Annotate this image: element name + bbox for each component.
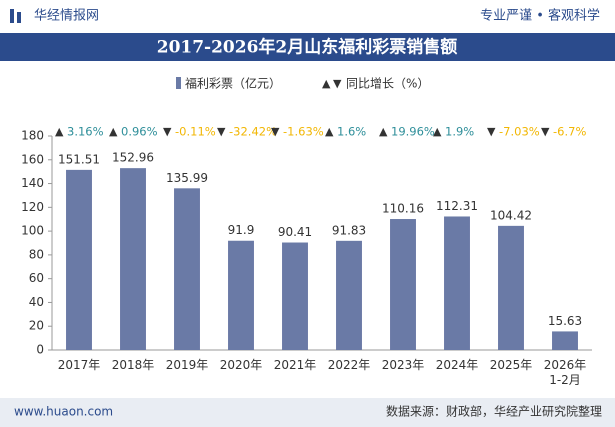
growth-marker: ▼ [163,125,172,138]
legend-label: 福利彩票（亿元） [185,76,281,91]
bar-value-label: 110.16 [382,202,424,216]
growth-label: -0.11% [175,125,216,139]
x-tick-label: 2020年 [219,358,263,372]
x-tick-label: 2023年 [381,358,425,372]
bar-value-label: 112.31 [436,199,478,213]
y-tick-label: 120 [21,200,44,214]
bar [120,168,146,350]
growth-label: 3.16% [67,125,104,139]
y-tick-label: 100 [21,224,44,238]
bar-value-label: 135.99 [166,171,208,185]
chart-title: 2017-2026年2月山东福利彩票销售额 [157,37,458,58]
y-tick-label: 160 [21,152,44,166]
y-tick-label: 40 [29,295,44,309]
logo [10,9,14,23]
footer-url: www.huaon.com [14,405,113,419]
y-tick-label: 140 [21,176,44,190]
bar-value-label: 104.42 [490,208,532,222]
x-tick-label: 2018年 [111,358,155,372]
growth-label: 19.96% [391,125,435,139]
x-tick-label: 2021年 [273,358,317,372]
x-tick-label: 2025年 [489,358,533,372]
y-tick-label: 180 [21,129,44,143]
footer-source: 数据来源：财政部，华经产业研究院整理 [386,404,602,419]
growth-marker: ▼ [541,125,550,138]
legend-marker: ▼ [333,77,342,90]
growth-marker: ▲ [109,125,118,138]
growth-marker: ▲ [55,125,64,138]
bar-value-label: 91.83 [332,223,366,237]
bar [282,242,308,350]
footer-bar [0,398,615,427]
growth-marker: ▼ [487,125,496,138]
y-tick-label: 0 [36,343,44,357]
bar [390,219,416,350]
growth-marker: ▼ [217,125,226,138]
bar-value-label: 152.96 [112,151,154,165]
slogan: 专业严谨 • 客观科学 [480,8,600,24]
x-tick-label: 2019年 [165,358,209,372]
growth-label: -1.63% [283,125,324,139]
growth-marker: ▲ [379,125,388,138]
logo [17,12,21,23]
bar [336,240,362,350]
y-tick-label: 80 [29,247,44,261]
bar-value-label: 91.9 [228,223,255,237]
legend-label: 同比增长（%） [346,77,429,91]
growth-label: 0.96% [121,125,158,139]
x-tick-label: 2022年 [327,358,371,372]
x-tick-label: 2026年 1-2月 [543,358,587,387]
bar-value-label: 90.41 [278,225,312,239]
growth-marker: ▼ [271,125,280,138]
growth-label: 1.9% [445,125,474,139]
bar-value-label: 15.63 [548,314,582,328]
growth-label: -6.7% [553,125,586,139]
x-tick-label: 2024年 [435,358,479,372]
y-tick-label: 60 [29,271,44,285]
bar [66,169,92,350]
bar [174,188,200,350]
legend-swatch [176,77,181,89]
bar [498,225,524,350]
y-tick-label: 20 [29,319,44,333]
header-bar [0,0,615,30]
brand: 华经情报网 [34,9,99,24]
bar [228,240,254,350]
bar [444,216,470,350]
growth-label: -7.03% [499,125,540,139]
bar-value-label: 151.51 [58,152,100,166]
title-bar [0,33,615,61]
legend-marker: ▲ [322,77,331,90]
x-tick-label: 2017年 [57,358,101,372]
growth-label: -32.42% [229,125,277,139]
growth-marker: ▲ [325,125,334,138]
growth-marker: ▲ [433,125,442,138]
growth-label: 1.6% [337,125,366,139]
bar [552,331,578,350]
